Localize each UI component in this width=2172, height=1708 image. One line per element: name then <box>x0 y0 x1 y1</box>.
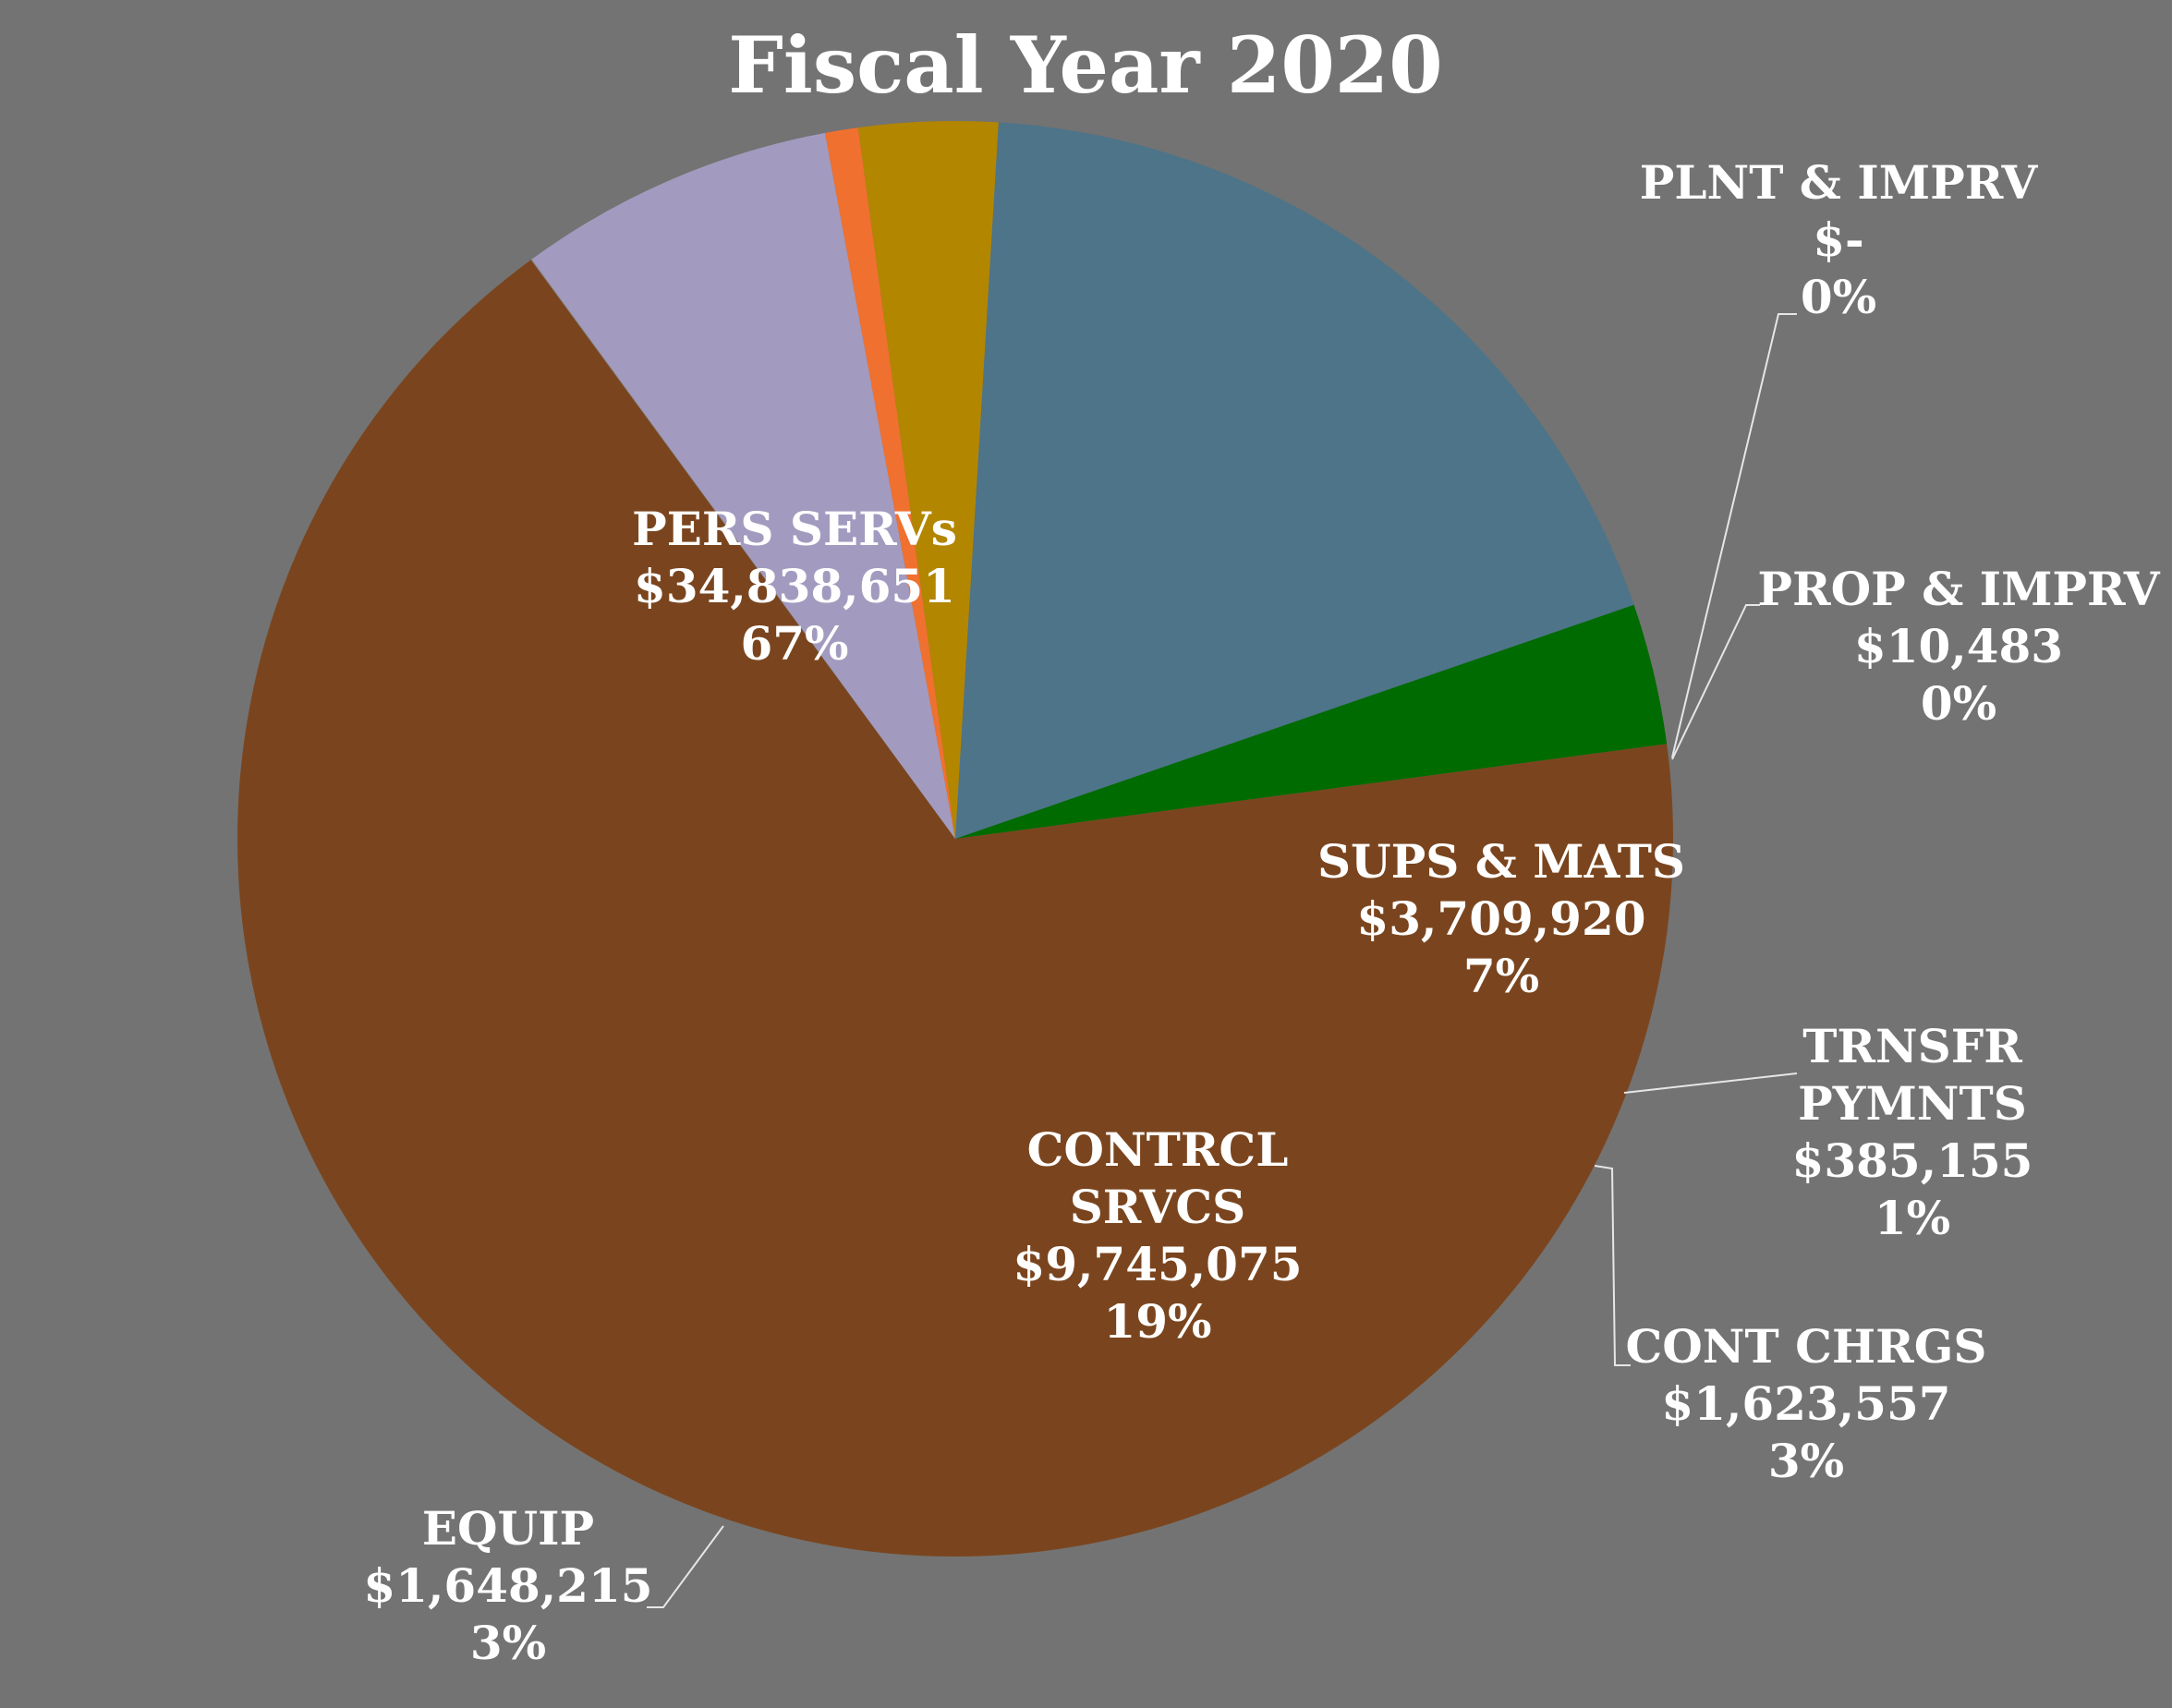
slice-percent-plnt-imprv: 0% <box>1801 270 1876 324</box>
pie-slice-trnsfr-pymnts <box>825 127 955 839</box>
slice-value-equip: $1,648,215 <box>363 1558 652 1613</box>
chart-title: Fiscal Year 2020 <box>728 19 1442 111</box>
slice-value-contrcl-srvcs: $9,745,075 <box>1013 1237 1302 1291</box>
slice-name-trnsfr-pymnts: TRNSFR PYMNTS <box>1798 1019 2027 1131</box>
data-label-equip: EQUIP $1,648,215 3% <box>363 1501 652 1670</box>
data-label-cont-chrgs: CONT CHRGS $1,623,557 3% <box>1625 1319 1986 1488</box>
slice-name-equip: EQUIP <box>422 1501 594 1556</box>
slice-name-contrcl-srvcs: CONTRCL SRVCS <box>1027 1122 1289 1234</box>
slice-value-plnt-imprv: $- <box>1813 212 1864 267</box>
slice-name-pers-servs: PERS SERVs <box>632 502 957 556</box>
pie-slice-pers-servs <box>237 260 1673 1557</box>
data-label-trnsfr-pymnts: TRNSFR PYMNTS $385,155 1% <box>1792 1019 2033 1245</box>
data-label-plnt-imprv: PLNT & IMPRV $-0% <box>1640 155 2039 324</box>
leader-line-cont-chrgs <box>1594 1165 1631 1366</box>
pie-slice-prop-imprv <box>530 259 955 839</box>
pie-slice-cont-chrgs <box>857 121 999 840</box>
data-label-contrcl-srvcs: CONTRCL SRVCS $9,745,075 19% <box>1013 1122 1302 1349</box>
slice-value-pers-servs: $34,838,651 <box>634 559 955 613</box>
data-label-sups-mats: SUPS & MATS $3,709,920 7% <box>1317 834 1685 1003</box>
slice-percent-cont-chrgs: 3% <box>1768 1434 1844 1488</box>
pie-slice-contrcl-srvcs <box>955 122 1634 840</box>
slice-value-sups-mats: $3,709,920 <box>1356 891 1645 946</box>
leader-line-prop-imprv <box>1671 604 1760 760</box>
leader-line-trnsfr-pymnts <box>1623 1072 1798 1094</box>
data-label-pers-servs: PERS SERVs $34,838,651 67% <box>632 502 957 671</box>
slice-name-cont-chrgs: CONT CHRGS <box>1625 1319 1986 1374</box>
slice-value-prop-imprv: $10,483 <box>1854 619 2063 673</box>
slice-name-prop-imprv: PROP & IMPRV <box>1757 562 2160 616</box>
pie-slice-equip <box>955 604 1668 839</box>
slice-value-cont-chrgs: $1,623,557 <box>1661 1376 1950 1431</box>
slice-percent-sups-mats: 7% <box>1463 949 1539 1003</box>
slice-percent-equip: 3% <box>470 1616 546 1670</box>
slice-percent-trnsfr-pymnts: 1% <box>1875 1191 1950 1245</box>
pie-slice-sups-mats <box>531 132 955 839</box>
slice-name-sups-mats: SUPS & MATS <box>1317 834 1685 889</box>
slice-percent-contrcl-srvcs: 19% <box>1103 1294 1211 1349</box>
slice-percent-pers-servs: 67% <box>740 616 848 671</box>
data-label-prop-imprv: PROP & IMPRV $10,483 0% <box>1757 562 2160 731</box>
leader-line-equip <box>647 1525 724 1608</box>
slice-percent-prop-imprv: 0% <box>1921 676 1996 731</box>
slice-name-plnt-imprv: PLNT & IMPRV <box>1640 155 2039 210</box>
slice-value-trnsfr-pymnts: $385,155 <box>1792 1133 2033 1188</box>
leader-line-plnt-imprv <box>1671 313 1797 758</box>
